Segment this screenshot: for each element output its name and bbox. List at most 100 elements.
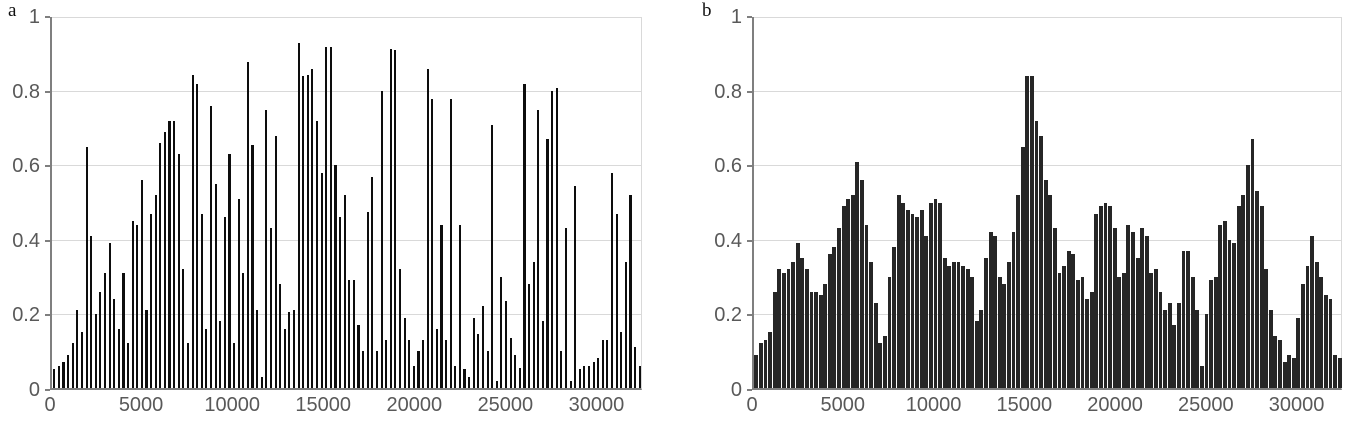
bar-slot <box>837 17 842 388</box>
bar <box>445 339 448 388</box>
bar-slot <box>522 17 527 388</box>
bar <box>1250 139 1255 388</box>
bar <box>108 243 111 388</box>
bar-slot <box>988 17 993 388</box>
bar-slot <box>1048 17 1053 388</box>
bar-slot <box>1310 17 1315 388</box>
bar <box>168 120 171 388</box>
bar <box>375 350 379 388</box>
bar-slot <box>979 17 984 388</box>
bar-slot <box>495 17 500 388</box>
bar-slot <box>915 17 920 388</box>
bar-slot <box>1140 17 1145 388</box>
bar <box>1135 258 1140 388</box>
bar <box>610 172 614 388</box>
y-tick-mark <box>747 90 752 93</box>
bar <box>924 235 929 388</box>
bar-slot <box>970 17 975 388</box>
bar-slot <box>896 17 901 388</box>
bar <box>94 313 97 388</box>
bar-slot <box>508 17 513 388</box>
bar <box>1043 180 1048 388</box>
bar <box>57 365 60 388</box>
bar-slot <box>471 17 476 388</box>
bar <box>970 276 975 388</box>
bar <box>320 172 323 388</box>
bar <box>1195 310 1200 388</box>
bar-slot <box>582 17 587 388</box>
bar-slot <box>296 17 301 388</box>
bar <box>781 273 786 388</box>
bar-slot <box>809 17 814 388</box>
bar <box>1002 284 1007 388</box>
bar <box>159 143 162 388</box>
bar <box>150 213 153 388</box>
bar <box>984 258 988 388</box>
bar-slot <box>1296 17 1301 388</box>
bar <box>997 276 1002 388</box>
bar-slot <box>1039 17 1044 388</box>
bar <box>855 161 860 388</box>
bar <box>1324 295 1328 388</box>
bar-slot <box>1085 17 1090 388</box>
x-tick-label: 20000 <box>1087 394 1143 416</box>
bar <box>905 209 910 388</box>
bar-slot <box>974 17 980 388</box>
bar-slot <box>855 17 860 388</box>
bar-slot <box>883 17 888 388</box>
bar <box>509 337 512 388</box>
bar-slot <box>130 17 135 388</box>
bar-slot <box>287 17 292 388</box>
bar <box>223 217 226 388</box>
bar-slot <box>1278 17 1283 388</box>
bar <box>348 280 351 388</box>
bar-slot <box>209 17 214 388</box>
bar-slot <box>361 17 366 388</box>
bar-slot <box>227 17 232 388</box>
y-tick-label: 0.8 <box>714 80 742 103</box>
bar-slot <box>416 17 421 388</box>
bar-slot <box>329 17 334 388</box>
gridline <box>754 91 1341 93</box>
y-tick-label: 0 <box>28 379 40 401</box>
bar <box>186 343 190 388</box>
bar-slot <box>1222 17 1228 388</box>
bar <box>472 317 475 388</box>
bar-slot <box>550 17 555 388</box>
bar-slot <box>947 17 952 388</box>
bar <box>564 228 567 388</box>
bar-slot <box>633 17 638 388</box>
gridline <box>52 165 641 167</box>
bar <box>1131 232 1135 388</box>
bar <box>965 269 970 388</box>
bar <box>1296 317 1301 388</box>
bar <box>587 365 591 388</box>
bar <box>1227 239 1232 388</box>
bar-slot <box>310 17 315 388</box>
bar <box>578 369 581 388</box>
bar-slot <box>1324 17 1329 388</box>
bar-slot <box>513 17 518 388</box>
bar <box>1328 298 1333 388</box>
bar-slot <box>448 17 453 388</box>
chart-b-plot-area <box>752 17 1342 390</box>
bar-slot <box>264 17 269 388</box>
bar <box>1085 298 1089 388</box>
bar <box>850 195 855 388</box>
x-tick-label: 30000 <box>568 394 625 416</box>
y-tick-mark <box>45 389 50 391</box>
bar <box>279 284 282 388</box>
bar-slot <box>1213 17 1218 388</box>
bar <box>182 269 185 388</box>
bar <box>768 332 772 388</box>
bar <box>1007 261 1011 388</box>
bar <box>1149 273 1154 388</box>
x-tick-label: 15000 <box>996 394 1053 416</box>
bar-slot <box>236 17 241 388</box>
bar <box>555 87 558 388</box>
bar-slot <box>347 17 352 388</box>
bar-slot <box>250 17 255 388</box>
bar-slot <box>1094 17 1099 388</box>
bar <box>431 98 434 388</box>
bar <box>873 302 878 388</box>
